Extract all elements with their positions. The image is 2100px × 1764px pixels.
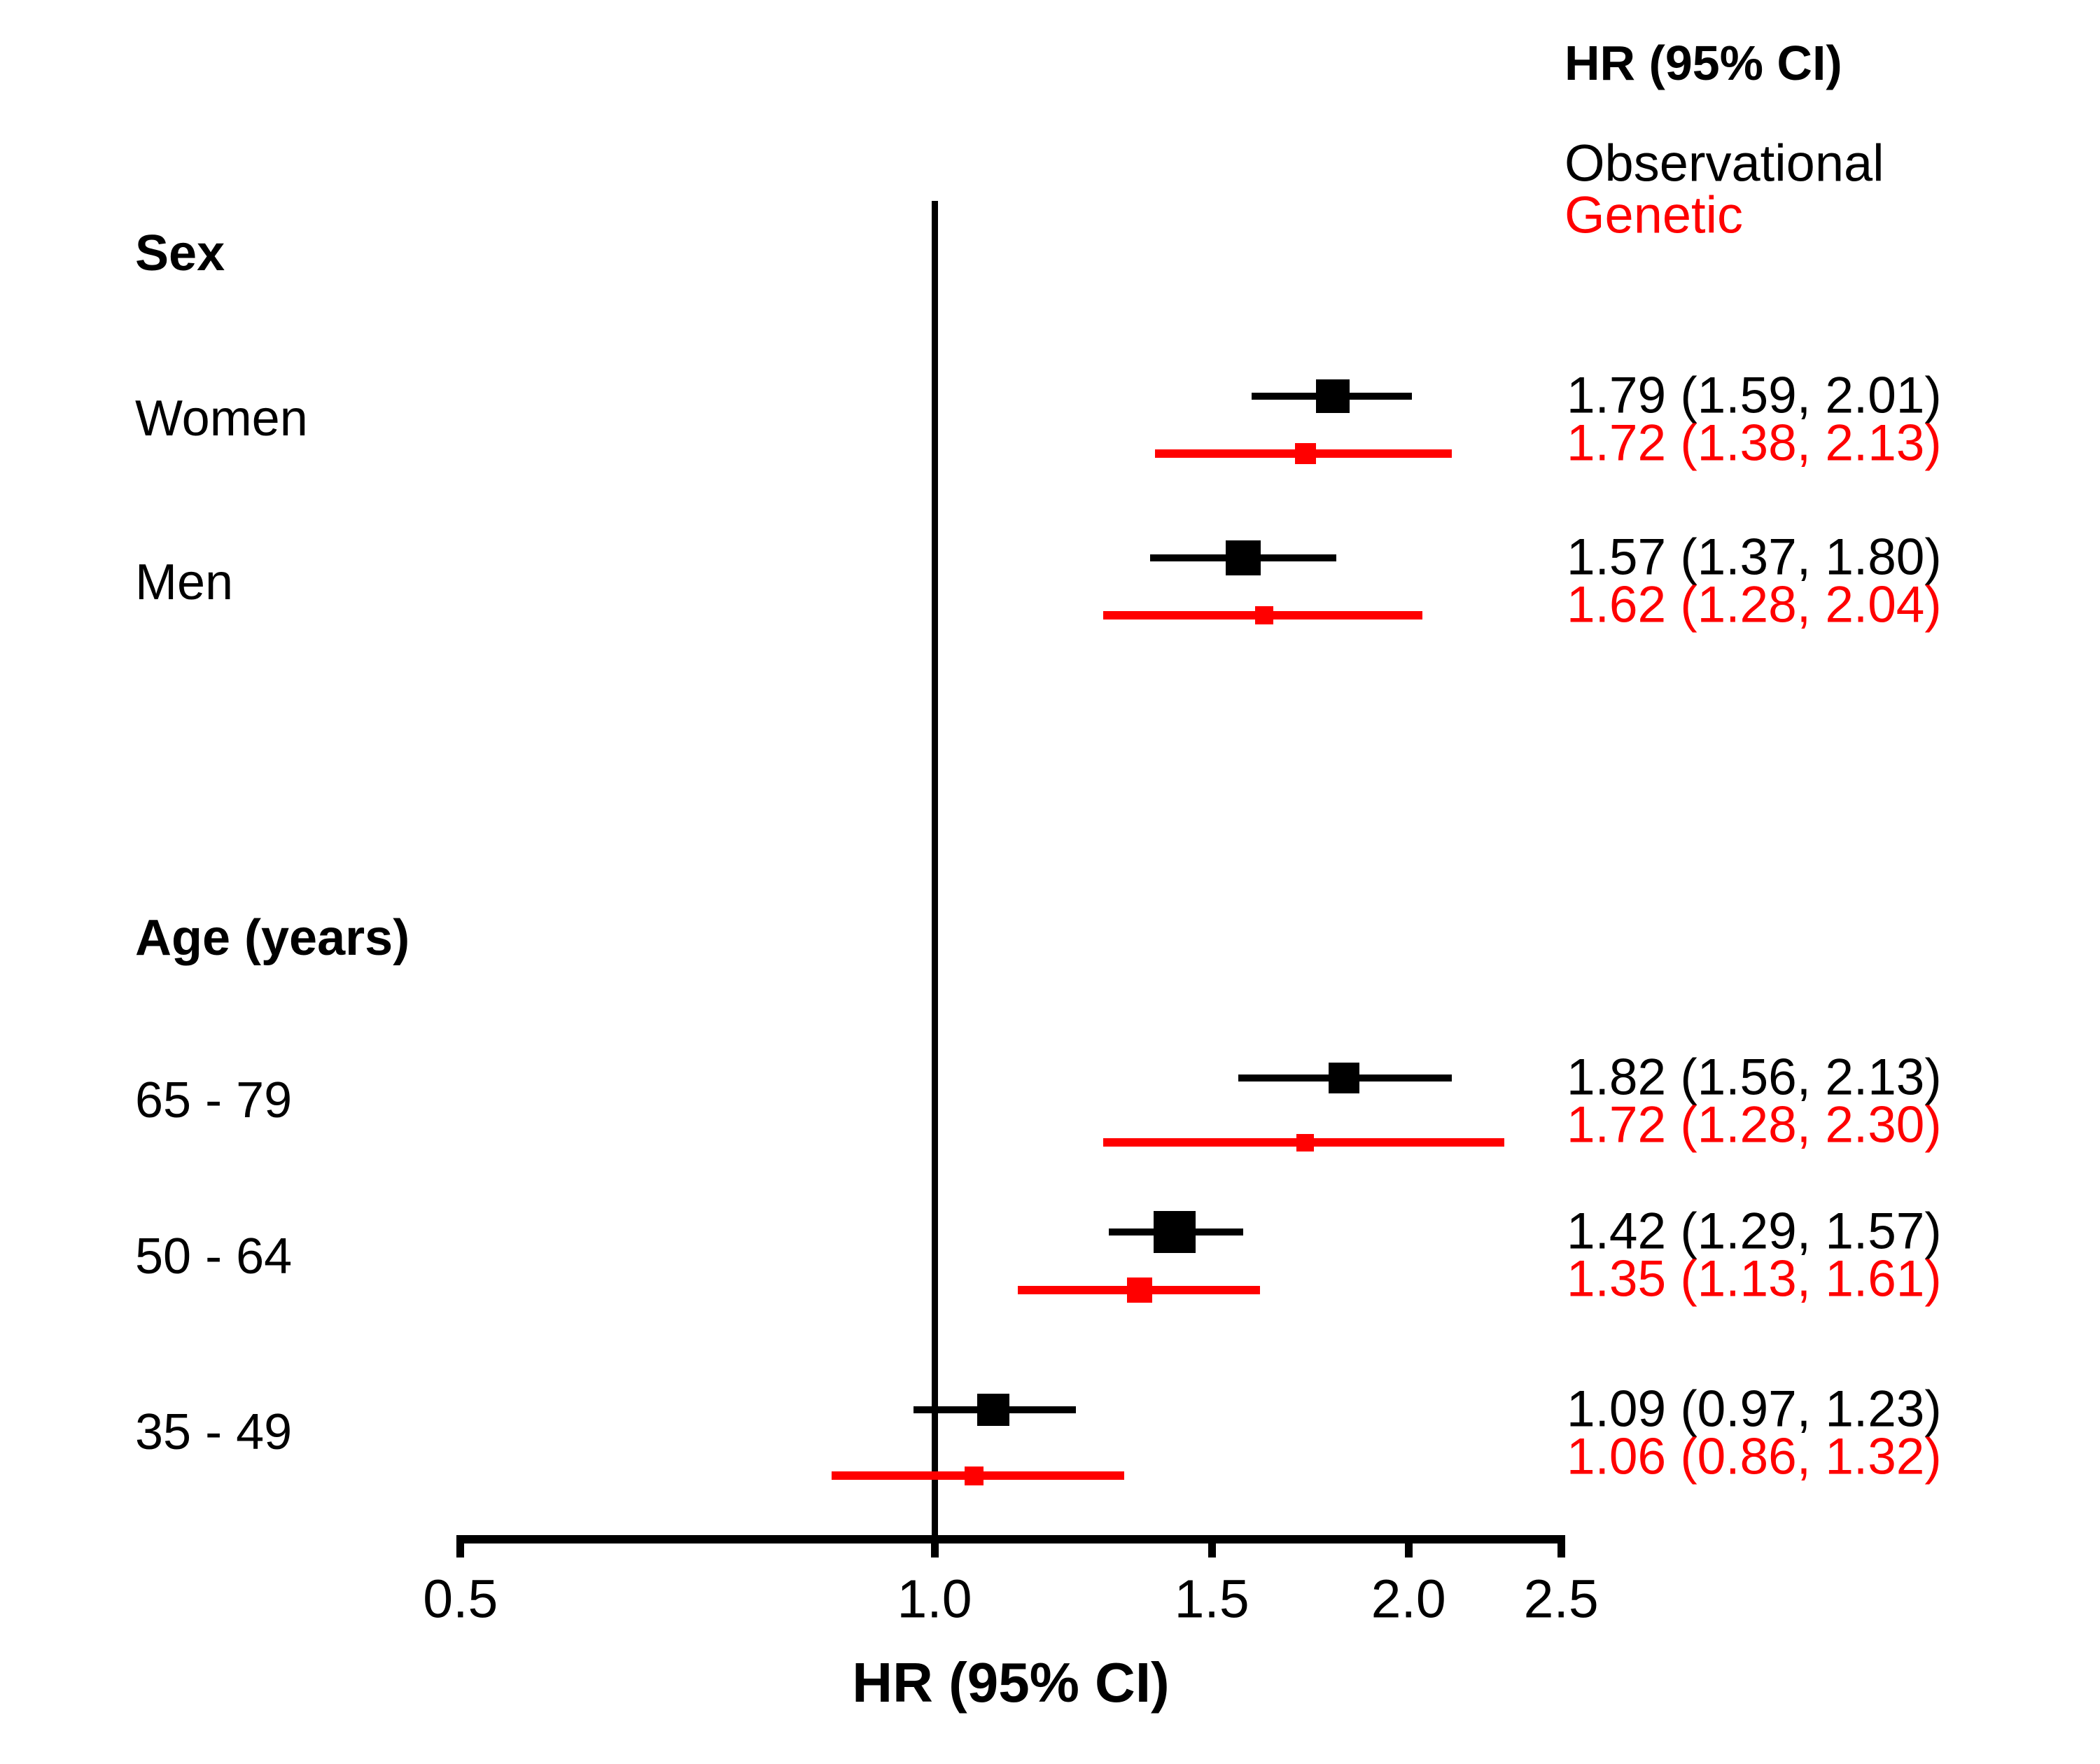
value-text-observational: 1.79 (1.59, 2.01)	[1567, 367, 1942, 424]
x-axis-tick-label: 2.0	[1371, 1569, 1446, 1630]
x-axis-tick-label: 2.5	[1523, 1569, 1599, 1630]
x-axis-title: HR (95% CI)	[852, 1651, 1170, 1714]
point-estimate-observational	[1225, 540, 1261, 575]
point-estimate-observational	[1153, 1211, 1196, 1253]
value-text-observational: 1.42 (1.29, 1.57)	[1567, 1203, 1942, 1260]
row-label: Women	[135, 391, 308, 447]
group-label: Sex	[135, 225, 225, 281]
value-text-observational: 1.57 (1.37, 1.80)	[1567, 528, 1942, 586]
row-label: 35 - 49	[135, 1404, 293, 1460]
value-text-observational: 1.82 (1.56, 2.13)	[1567, 1049, 1942, 1106]
reference-line	[931, 201, 938, 1539]
x-axis-tick	[456, 1535, 465, 1558]
x-axis-tick-label: 1.5	[1174, 1569, 1250, 1630]
row-label: 65 - 79	[135, 1072, 293, 1128]
point-estimate-observational	[977, 1394, 1010, 1426]
x-axis-tick	[1404, 1535, 1413, 1558]
x-axis-tick	[1208, 1535, 1216, 1558]
group-label: Age (years)	[135, 910, 410, 966]
row-label: Men	[135, 554, 234, 610]
point-estimate-genetic	[1255, 606, 1274, 624]
value-text-genetic: 1.62 (1.28, 2.04)	[1567, 576, 1942, 634]
value-text-genetic: 1.72 (1.28, 2.30)	[1567, 1096, 1942, 1154]
point-estimate-genetic	[1127, 1278, 1153, 1303]
point-estimate-genetic	[965, 1466, 984, 1485]
point-estimate-genetic	[1296, 1133, 1315, 1152]
point-estimate-genetic	[1294, 443, 1316, 464]
value-text-genetic: 1.06 (0.86, 1.32)	[1567, 1428, 1942, 1485]
value-text-observational: 1.09 (0.97, 1.23)	[1567, 1380, 1942, 1438]
column-header: HR (95% CI)	[1564, 36, 1842, 90]
x-axis-tick-label: 0.5	[423, 1569, 498, 1630]
point-estimate-observational	[1315, 379, 1350, 413]
legend-item-genetic: Genetic	[1564, 186, 1744, 244]
x-axis-tick	[930, 1535, 939, 1558]
point-estimate-observational	[1329, 1063, 1360, 1093]
legend-item-observational: Observational	[1564, 134, 1884, 192]
x-axis-line	[456, 1535, 1565, 1544]
value-text-genetic: 1.35 (1.13, 1.61)	[1567, 1250, 1942, 1308]
value-text-genetic: 1.72 (1.38, 2.13)	[1567, 414, 1942, 472]
x-axis-tick-label: 1.0	[897, 1569, 972, 1630]
x-axis-tick	[1557, 1535, 1565, 1558]
row-label: 50 - 64	[135, 1228, 293, 1284]
